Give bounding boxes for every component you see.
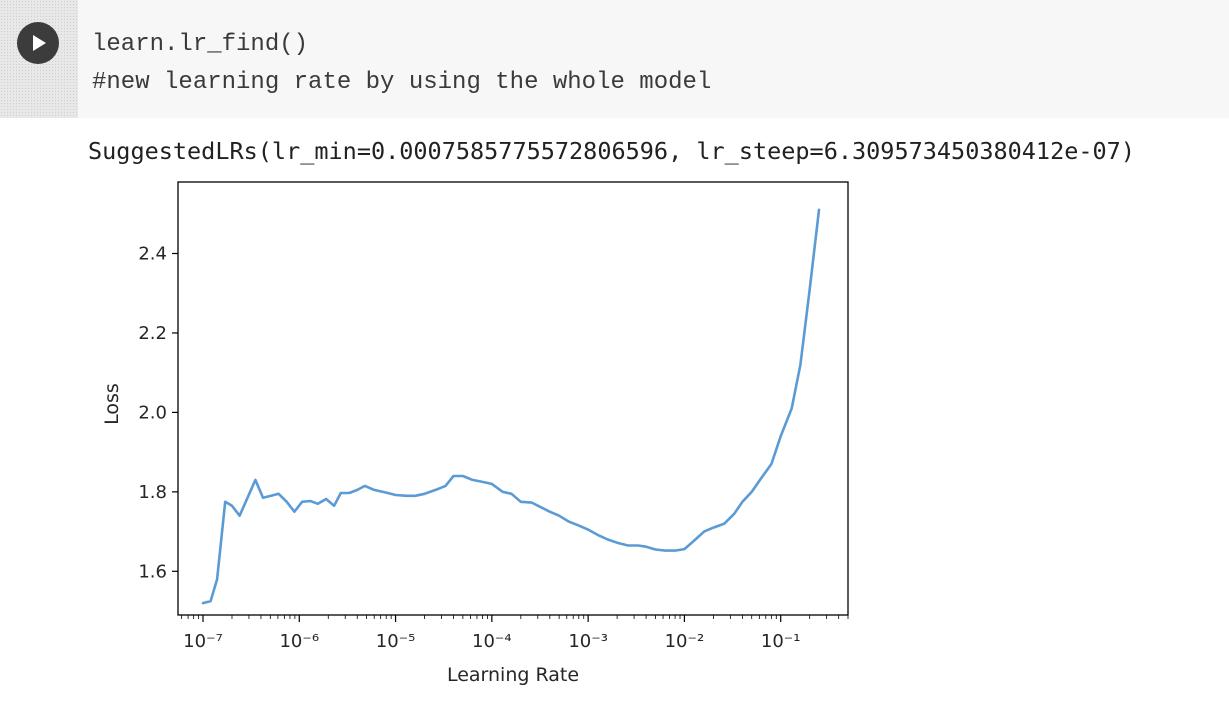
code-line: learn.lr_find() [92,31,309,58]
x-tick-label: 10⁻⁷ [183,631,223,652]
x-tick-label: 10⁻² [665,631,705,652]
x-axis: 10⁻⁷ 10⁻⁶ 10⁻⁵ 10⁻⁴ 10⁻³ 10⁻² 10⁻¹ [181,615,849,652]
play-icon [33,35,46,51]
x-tick-label: 10⁻³ [568,631,608,652]
loss-curve-series [201,208,821,605]
output-text: SuggestedLRs(lr_min=0.000758577557280659… [88,137,1135,165]
y-tick-label: 2.4 [138,244,167,265]
code-cell-input[interactable]: learn.lr_find() #new learning rate by usi… [0,0,1229,118]
y-tick-label: 1.8 [138,482,167,503]
lr-finder-chart: 1.6 1.8 2.0 2.2 2.4 10⁻⁷ 10⁻⁶ 10⁻⁵ 10⁻⁴ 10⁻³ 10⁻²… [101,181,849,686]
plot-area-frame [177,181,849,616]
x-axis-label: Learning Rate [447,664,579,686]
code-comment-line: #new learning rate by using the whole mo… [92,69,712,96]
x-tick-label: 10⁻⁶ [279,631,319,652]
code-editor[interactable]: learn.lr_find() #new learning rate by usi… [92,26,711,102]
cell-gutter [0,0,78,118]
run-cell-button[interactable] [17,22,59,64]
y-axis-label: Loss [101,383,123,425]
y-tick-label: 1.6 [138,561,167,582]
x-tick-label: 10⁻⁵ [376,631,416,652]
y-axis: 1.6 1.8 2.0 2.2 2.4 [138,244,178,582]
y-tick-label: 2.0 [138,402,167,423]
y-tick-label: 2.2 [138,323,167,344]
x-tick-label: 10⁻¹ [761,631,801,652]
x-tick-label: 10⁻⁴ [472,631,512,652]
